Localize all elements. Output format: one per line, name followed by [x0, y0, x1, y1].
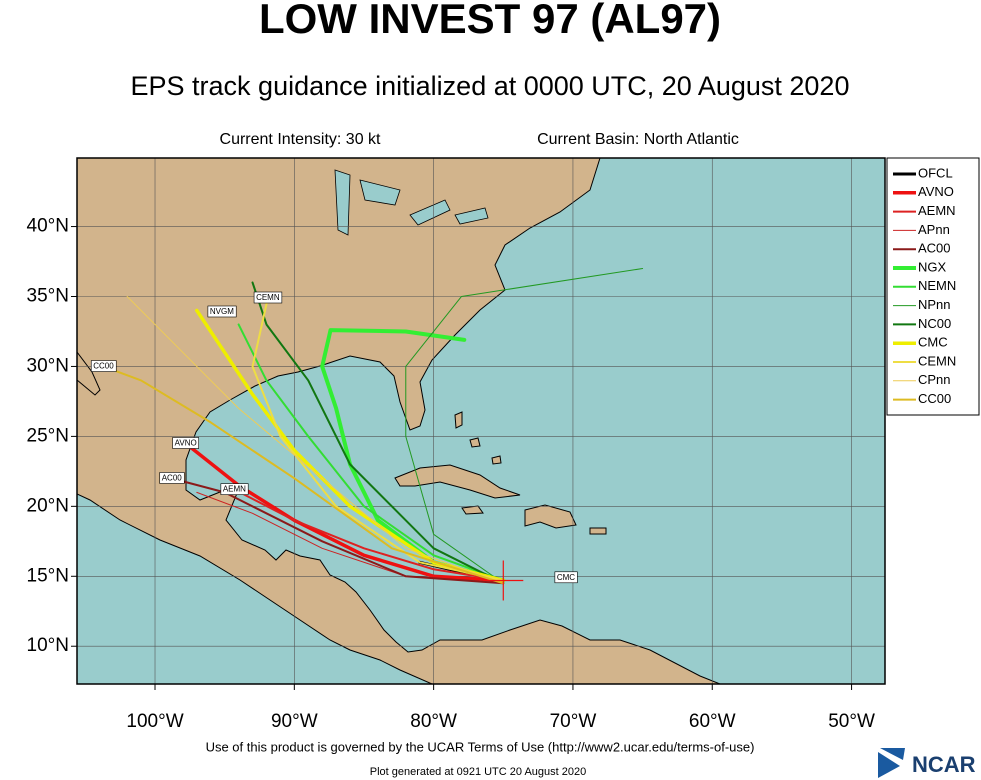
track — [405, 268, 644, 584]
track — [126, 295, 504, 584]
plot-frame — [76, 157, 886, 685]
y-tick-label: 40°N — [27, 216, 69, 237]
baja — [77, 351, 101, 396]
north-america — [77, 158, 721, 684]
track-label: CEMN — [253, 291, 283, 304]
bahamas — [454, 411, 502, 465]
track — [170, 477, 505, 585]
lake — [334, 169, 489, 236]
legend-label: NPnn — [918, 297, 951, 312]
track-label-text: CEMN — [256, 293, 280, 302]
x-tick-label: 80°W — [410, 711, 457, 732]
track-label-box — [207, 305, 237, 318]
y-tick-label: 25°N — [27, 425, 69, 446]
track — [183, 441, 506, 583]
legend-label: CMC — [918, 335, 948, 350]
track — [237, 323, 505, 582]
track-label-box — [554, 571, 578, 584]
x-tick-label: 60°W — [689, 711, 736, 732]
legend-label: CPnn — [918, 372, 951, 387]
y-tick-label: 20°N — [27, 495, 69, 516]
track-label-box — [172, 437, 200, 449]
jamaica — [461, 505, 484, 515]
y-tick-label: 35°N — [27, 286, 69, 307]
track — [233, 488, 505, 582]
logo: NCAR — [878, 748, 976, 778]
track — [251, 296, 505, 582]
track — [102, 365, 505, 585]
legend-label: OFCL — [918, 165, 953, 180]
track-label-text: CC00 — [93, 362, 114, 371]
cuba — [394, 464, 521, 499]
track-label-text: AEMN — [223, 485, 246, 494]
logo-mark — [878, 748, 905, 778]
x-tick-label: 50°W — [828, 711, 875, 732]
map-base — [77, 158, 885, 684]
intensity: Current Intensity: 30 kt — [220, 131, 382, 148]
y-tick-label: 15°N — [27, 565, 69, 586]
y-tick-label: 30°N — [27, 355, 69, 376]
chart-title: LOW INVEST 97 (AL97) — [259, 0, 721, 42]
track-label-text: AC00 — [162, 473, 183, 482]
track-label-text: AVNO — [175, 438, 197, 447]
legend-label: AC00 — [918, 241, 951, 256]
legend-label: NC00 — [918, 316, 951, 331]
legend-label: CC00 — [918, 391, 951, 406]
track-label-box — [159, 472, 185, 484]
track-label-text: NVGM — [210, 307, 234, 316]
x-tick-label: 90°W — [271, 711, 318, 732]
tracks — [77, 158, 885, 684]
logo-text: NCAR — [912, 752, 976, 777]
chart-subtitle: EPS track guidance initialized at 0000 U… — [131, 71, 850, 101]
puerto-rico — [589, 527, 607, 535]
legend-label: APnn — [918, 222, 950, 237]
track-label: AEMN — [220, 483, 249, 495]
track-label-box — [253, 291, 283, 304]
footer: Use of this product is governed by the U… — [206, 739, 755, 754]
track-label-box — [90, 360, 117, 372]
legend-label: CEMN — [918, 353, 956, 368]
x-tick-label: 70°W — [550, 711, 597, 732]
legend-label: NGX — [918, 259, 947, 274]
track-label-text: CMC — [557, 573, 575, 582]
basin: Current Basin: North Atlantic — [537, 131, 739, 148]
x-tick-label: 100°W — [126, 711, 183, 732]
legend-label: AEMN — [918, 203, 956, 218]
legend-label: AVNO — [918, 184, 954, 199]
track-label: CMC — [554, 571, 578, 584]
track-label: AC00 — [159, 472, 185, 484]
legend-label: NEMN — [918, 278, 956, 293]
track-label-box — [220, 483, 249, 495]
track-label: CC00 — [90, 360, 117, 372]
y-tick-label: 10°N — [27, 635, 69, 656]
track-label: NVGM — [207, 305, 237, 318]
track-label: AVNO — [172, 437, 200, 449]
generated: Plot generated at 0921 UTC 20 August 202… — [370, 766, 587, 778]
